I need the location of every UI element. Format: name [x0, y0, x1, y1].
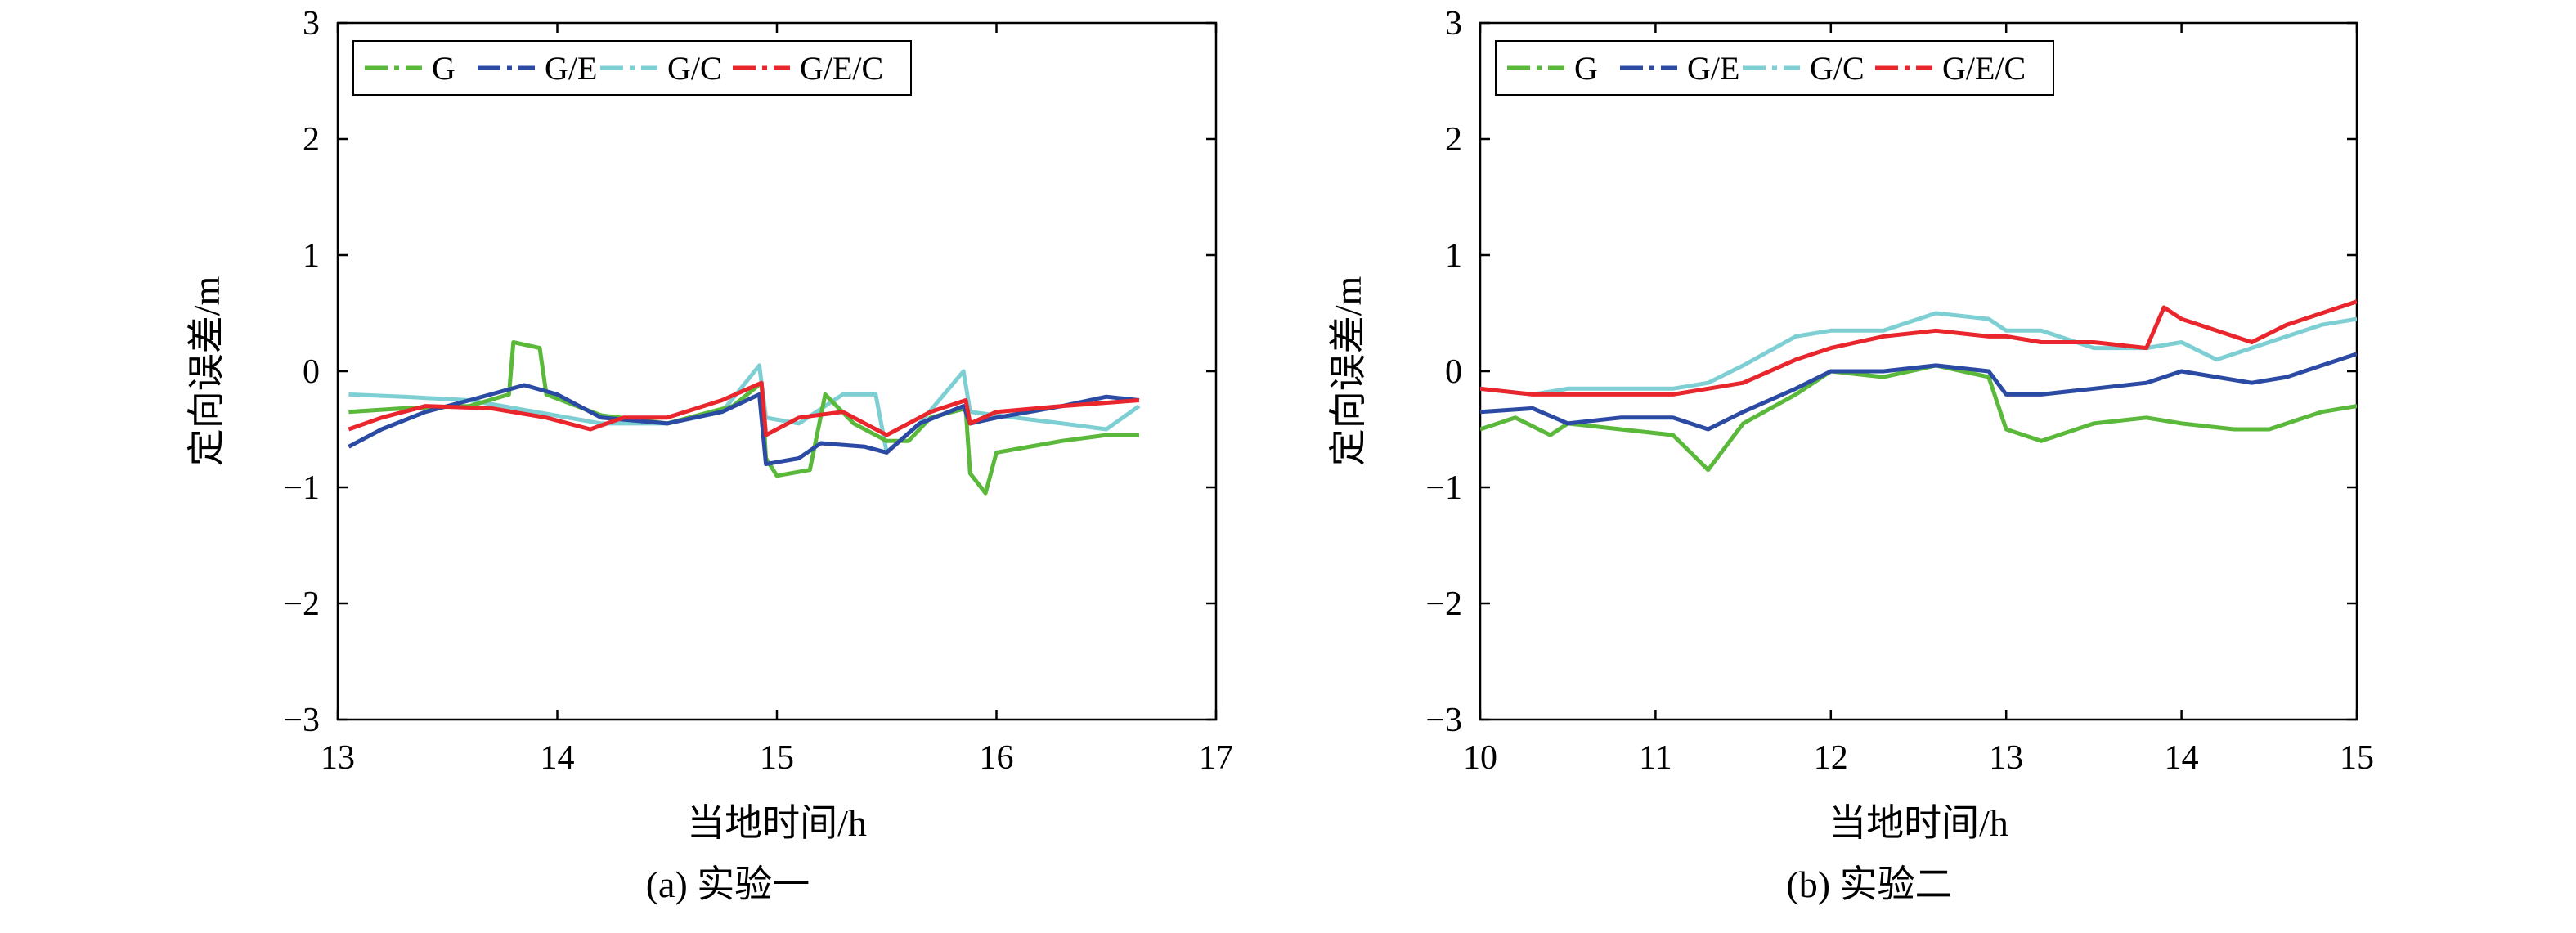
x-tick-label: 13	[321, 739, 355, 777]
legend-label: G	[1574, 50, 1598, 87]
y-tick-label: 1	[1445, 237, 1462, 275]
y-tick-label: 0	[303, 353, 320, 391]
series-line-g-e-c	[348, 380, 1140, 437]
y-tick-label: 0	[1445, 353, 1462, 391]
panel-caption: (b) 实验二	[1786, 863, 1952, 905]
panel-caption: (a) 实验一	[646, 863, 810, 905]
series-group	[1480, 299, 2357, 473]
y-tick-label: −2	[1425, 585, 1462, 623]
plot-frame	[336, 21, 1218, 721]
y-tick-label: −1	[1425, 469, 1462, 507]
y-axis-label: 定向误差/m	[1327, 276, 1369, 467]
x-tick-label: 15	[760, 739, 794, 777]
x-axis-label: 当地时间/h	[1829, 802, 2008, 844]
x-tick-label: 11	[1639, 739, 1672, 777]
series-line-g-e-c	[1480, 299, 2357, 397]
y-tick-label: 2	[303, 121, 320, 159]
series-line-g-e	[1480, 352, 2357, 432]
x-tick-label: 10	[1463, 739, 1497, 777]
y-tick-label: −1	[283, 469, 320, 507]
x-tick-label: 16	[980, 739, 1014, 777]
legend-label: G/E	[545, 50, 597, 87]
y-tick-label: 1	[303, 237, 320, 275]
y-tick-label: −3	[283, 702, 320, 739]
series-line-g-e	[348, 383, 1140, 467]
y-tick-label: 3	[1445, 5, 1462, 43]
legend: G G/E G/C G/E/C	[352, 40, 912, 96]
y-tick-label: −3	[1425, 702, 1462, 739]
series-line-g	[1480, 363, 2357, 473]
y-axis-label: 定向误差/m	[186, 276, 227, 467]
legend-label: G/E/C	[800, 50, 883, 87]
x-tick-label: 13	[1989, 739, 2023, 777]
x-tick-label: 12	[1814, 739, 1848, 777]
series-line-g-c	[1480, 311, 2357, 397]
legend-label: G/E	[1687, 50, 1739, 87]
x-tick-label: 17	[1199, 739, 1233, 777]
y-tick-label: −2	[283, 585, 320, 623]
x-tick-label: 15	[2340, 739, 2374, 777]
y-tick-label: 2	[1445, 121, 1462, 159]
legend: G G/E G/C G/E/C	[1495, 40, 2054, 96]
legend-label: G/C	[667, 50, 722, 87]
legend-label: G/E/C	[1942, 50, 2026, 87]
series-group	[348, 340, 1141, 496]
panel-a: 13 14 15 16 17 −3 −2 −1 0 1 2 3 G G/E G/C G/E/C 当地时间/h 定向…	[186, 5, 1233, 905]
x-tick-label: 14	[541, 739, 575, 777]
x-tick-label: 14	[2165, 739, 2199, 777]
legend-label: G	[432, 50, 456, 87]
series-line-g	[348, 340, 1139, 496]
y-tick-label: 3	[303, 5, 320, 43]
x-axis-label: 当地时间/h	[687, 802, 867, 844]
legend-label: G/C	[1810, 50, 1865, 87]
